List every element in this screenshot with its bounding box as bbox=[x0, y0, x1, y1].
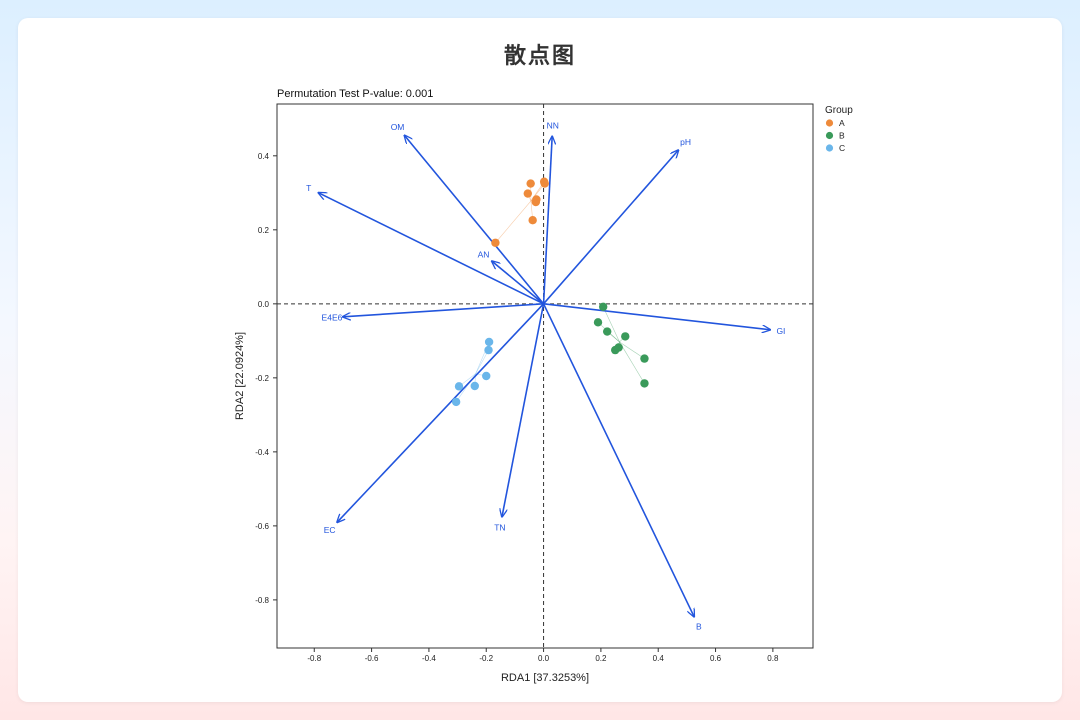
plot-frame bbox=[276, 103, 814, 649]
x-tick-label: -0.6 bbox=[365, 654, 379, 663]
env-arrow-label: T bbox=[306, 183, 311, 193]
env-arrow-label: B bbox=[696, 621, 702, 631]
y-tick-label: 0.2 bbox=[258, 226, 270, 235]
y-axis-title: RDA2 [22.0924%] bbox=[234, 332, 246, 420]
group-c-link bbox=[475, 349, 489, 374]
x-axis-title: RDA1 [37.3253%] bbox=[501, 672, 589, 684]
y-tick-label: -0.4 bbox=[255, 448, 269, 457]
group-a-point bbox=[540, 179, 549, 188]
x-tick-label: 0.0 bbox=[538, 654, 550, 663]
chart-card bbox=[18, 18, 1062, 702]
y-tick-label: -0.8 bbox=[255, 596, 269, 605]
env-arrow-label: TN bbox=[494, 522, 505, 532]
group-b-link bbox=[619, 341, 645, 384]
x-tick-label: 0.2 bbox=[595, 654, 607, 663]
group-a-point bbox=[532, 195, 541, 204]
env-arrow-b bbox=[542, 303, 694, 617]
group-b-point bbox=[602, 327, 612, 336]
group-b-point bbox=[621, 332, 630, 341]
group-c-point bbox=[470, 381, 479, 391]
env-arrow-label: OM bbox=[391, 122, 405, 132]
env-arrow-label: pH bbox=[680, 137, 691, 147]
env-arrow-om bbox=[405, 135, 545, 305]
env-arrow-label: EC bbox=[324, 525, 336, 535]
y-tick-label: 0.0 bbox=[258, 300, 270, 309]
env-arrow-tn bbox=[502, 303, 545, 517]
group-a-point bbox=[526, 179, 535, 188]
legend-label-c: C bbox=[839, 143, 845, 153]
group-b-point bbox=[640, 379, 649, 388]
group-c-point bbox=[484, 337, 494, 347]
legend-key-a bbox=[825, 119, 834, 127]
legend: Group ABC bbox=[825, 105, 853, 153]
legend-label-a: A bbox=[839, 118, 845, 128]
env-arrow-gi bbox=[543, 303, 770, 330]
group-b-point bbox=[611, 345, 620, 355]
group-c-point bbox=[451, 397, 461, 407]
x-tick-label: -0.2 bbox=[479, 654, 493, 663]
env-arrow-t bbox=[319, 193, 544, 305]
y-tick-label: -0.6 bbox=[255, 522, 269, 531]
x-tick-label: 0.8 bbox=[767, 654, 779, 663]
env-arrow-an bbox=[492, 261, 545, 305]
env-arrow-label: NN bbox=[547, 121, 559, 131]
group-c-point bbox=[454, 382, 464, 391]
group-a-point bbox=[528, 216, 537, 225]
env-arrow-label: GI bbox=[776, 326, 785, 336]
legend-key-c bbox=[825, 144, 834, 152]
page-title: 散点图 bbox=[503, 44, 576, 69]
x-tick-label: 0.6 bbox=[710, 654, 722, 663]
x-tick-label: -0.4 bbox=[422, 654, 436, 663]
group-b-point bbox=[593, 318, 603, 327]
group-c-point bbox=[484, 345, 493, 355]
group-a-point bbox=[523, 189, 533, 198]
legend-title: Group bbox=[825, 105, 853, 116]
env-arrow-ec bbox=[337, 303, 545, 522]
env-arrow-label: AN bbox=[478, 249, 490, 259]
env-arrow-nn bbox=[542, 137, 553, 304]
x-tick-label: -0.8 bbox=[307, 654, 321, 663]
env-arrow-ph bbox=[542, 150, 679, 305]
y-tick-label: 0.4 bbox=[258, 152, 270, 161]
x-tick-label: 0.4 bbox=[653, 654, 665, 663]
legend-key-b bbox=[825, 131, 834, 140]
legend-label-b: B bbox=[839, 131, 845, 141]
group-b-point bbox=[598, 302, 608, 311]
group-c-point bbox=[482, 371, 491, 381]
env-arrow-label: E4E6 bbox=[322, 312, 343, 322]
plot-subtitle: Permutation Test P-value: 0.001 bbox=[277, 88, 433, 100]
group-a-link bbox=[495, 200, 532, 243]
group-b-point bbox=[640, 354, 649, 363]
y-tick-label: -0.2 bbox=[255, 374, 269, 383]
group-b-link bbox=[619, 341, 645, 359]
env-arrow-e4e6 bbox=[343, 303, 544, 317]
group-b-link bbox=[602, 306, 620, 343]
group-a-point bbox=[491, 238, 500, 247]
